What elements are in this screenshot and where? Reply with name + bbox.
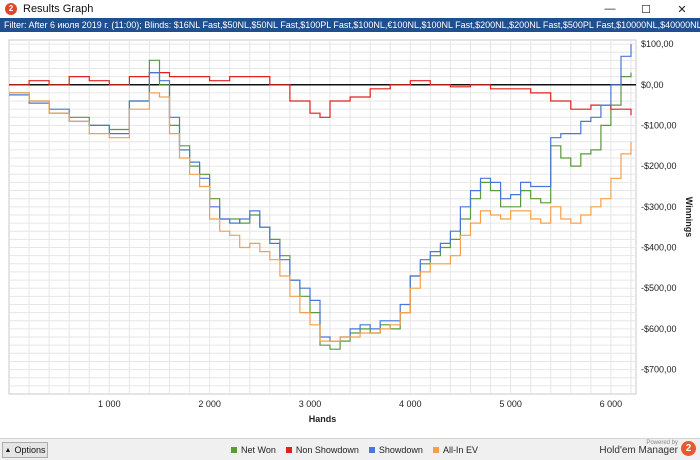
triangle-up-icon: ▲ (4, 446, 12, 454)
app-icon-glyph: 2 (8, 4, 14, 13)
plot-area (8, 39, 637, 395)
maximize-button[interactable]: ☐ (641, 3, 651, 16)
x-tick-label: 4 000 (399, 399, 422, 409)
legend-item: Non Showdown (285, 445, 359, 455)
options-button[interactable]: ▲ Options (2, 442, 48, 458)
bottom-bar: ▲ Options Net Won Non Showdown Showdown All… (0, 438, 700, 460)
x-tick-label: 5 000 (499, 399, 522, 409)
results-chart[interactable]: 1 000 2 000 3 000 4 000 5 000 6 000 $100,00 $0,… (0, 32, 700, 438)
filter-bar: Filter: After 6 июля 2019 г. (11:00); Bl… (0, 18, 700, 32)
legend-swatch (432, 447, 439, 453)
series-line-all-in-ev (9, 92, 632, 342)
brand-text: Powered by Hold'em Manager (599, 440, 678, 456)
y-tick-label: -$500,00 (641, 283, 677, 293)
y-axis-label: Winnings (684, 197, 694, 237)
legend-label: All-In EV (442, 445, 478, 455)
x-tick-label: 2 000 (198, 399, 221, 409)
legend-item: Net Won (231, 445, 276, 455)
chart-svg: 1 000 2 000 3 000 4 000 5 000 6 000 $100,00 $0,… (8, 39, 694, 424)
x-tick-label: 1 000 (98, 399, 121, 409)
brand-name: Hold'em Manager (599, 445, 678, 456)
x-axis-label: Hands (309, 414, 337, 424)
minimize-button[interactable]: — (604, 3, 616, 15)
window-controls: — ☐ ✕ (592, 0, 700, 18)
brand: Powered by Hold'em Manager 2 (599, 440, 696, 456)
y-tick-label: $0,00 (641, 80, 664, 90)
legend-label: Non Showdown (295, 445, 359, 455)
powered-by-label: Powered by (646, 440, 678, 446)
y-tick-label: -$100,00 (641, 120, 677, 130)
legend-item: All-In EV (432, 445, 478, 455)
y-tick-label: $100,00 (641, 39, 674, 49)
x-tick-label: 3 000 (299, 399, 322, 409)
options-label: Options (14, 445, 46, 455)
y-tick-label: -$600,00 (641, 324, 677, 334)
title-bar: 2 Results Graph — ☐ ✕ (0, 0, 700, 18)
close-button[interactable]: ✕ (677, 3, 687, 16)
legend-item: Showdown (368, 445, 423, 455)
hm2-logo-icon: 2 (681, 440, 696, 456)
series-line-non-showdown (9, 72, 632, 118)
y-tick-label: -$300,00 (641, 202, 677, 212)
legend-swatch (285, 447, 292, 453)
chart-legend: Net Won Non Showdown Showdown All-In EV (231, 445, 478, 455)
x-tick-label: 6 000 (600, 399, 623, 409)
legend-label: Net Won (241, 445, 276, 455)
legend-swatch (368, 447, 375, 453)
legend-swatch (231, 447, 237, 453)
y-tick-label: -$700,00 (641, 365, 677, 375)
legend-label: Showdown (378, 445, 423, 455)
window-title: Results Graph (23, 3, 94, 15)
y-tick-label: -$400,00 (641, 243, 677, 253)
hm-logo-icon: 2 (5, 3, 17, 15)
y-tick-label: -$200,00 (641, 161, 677, 171)
